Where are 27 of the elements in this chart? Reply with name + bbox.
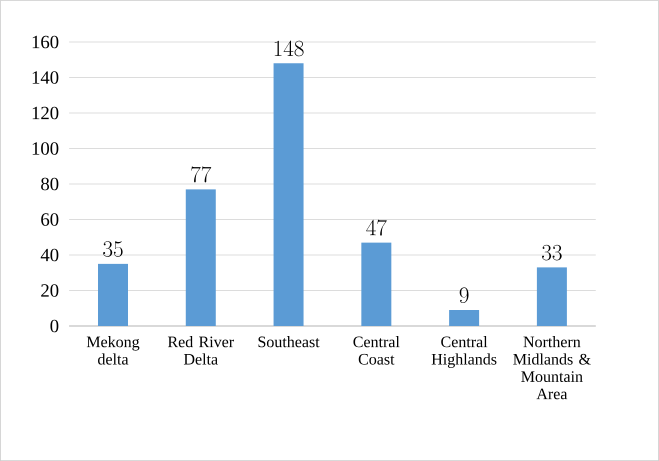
x-tick-label: Central Highlands <box>432 336 496 368</box>
data-label: 47 <box>366 220 387 236</box>
y-tick-label: 0 <box>50 320 58 332</box>
data-label: 77 <box>191 166 212 182</box>
y-tick-label: 160 <box>32 36 58 48</box>
data-label: 35 <box>103 241 123 257</box>
y-tick-label: 80 <box>41 178 58 190</box>
bar <box>536 267 567 326</box>
x-tick-label: Central Coast <box>353 336 400 365</box>
y-tick-label: 60 <box>41 213 58 226</box>
y-tick-label: 120 <box>32 106 58 120</box>
bar <box>274 63 304 326</box>
data-label: 148 <box>274 40 304 56</box>
bar <box>361 242 392 326</box>
bar <box>98 264 128 326</box>
y-tick-label: 140 <box>32 71 58 84</box>
bar <box>449 310 480 326</box>
y-tick-label: 100 <box>32 142 58 155</box>
data-label: 9 <box>460 287 469 304</box>
data-label: 33 <box>542 244 562 260</box>
x-tick-label: Southeast <box>258 336 320 348</box>
bar <box>186 189 216 326</box>
x-tick-label: Red River Delta <box>168 336 234 365</box>
y-tick-label: 20 <box>41 284 58 297</box>
x-tick-label: Mekong delta <box>86 336 140 365</box>
x-tick-label: Northern Midlands & Mountain Area <box>513 336 591 400</box>
y-tick-label: 40 <box>40 248 58 262</box>
